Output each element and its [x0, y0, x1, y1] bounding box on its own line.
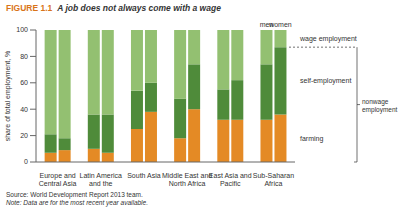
- svg-text:South Asia: South Asia: [127, 172, 161, 179]
- svg-text:100: 100: [16, 26, 28, 33]
- svg-text:women: women: [268, 21, 292, 28]
- svg-text:wage employment: wage employment: [299, 35, 357, 43]
- svg-text:farming: farming: [300, 135, 323, 143]
- svg-text:nonwageemployment: nonwageemployment: [362, 98, 392, 114]
- svg-text:40: 40: [20, 106, 28, 113]
- html-text:Source: World Development Repo: Source: World Development Report 2013 te…: [6, 191, 143, 198]
- svg-text:20: 20: [20, 132, 28, 139]
- svg-text:Sub-SaharanAfrica: Sub-SaharanAfrica: [253, 172, 294, 187]
- svg-text:60: 60: [20, 79, 28, 86]
- svg-text:80: 80: [20, 53, 28, 60]
- svg-text:share of total employment, %: share of total employment, %: [8, 51, 12, 142]
- html-text:Note: Data are for the most re: Note: Data are for the most recent year …: [6, 199, 148, 206]
- svg-text:Middle East andNorth Africa: Middle East andNorth Africa: [162, 172, 212, 187]
- svg-text:0: 0: [24, 158, 28, 165]
- svg-text:self-employment: self-employment: [300, 77, 351, 85]
- svg-text:men: men: [259, 21, 274, 28]
- svg-text:East Asia andPacific: East Asia andPacific: [209, 172, 252, 187]
- html-text:FIGURE 1.1: FIGURE 1.1: [6, 3, 53, 13]
- svg-text:Latin Americaand theCaribbean: Latin Americaand theCaribbean: [80, 172, 123, 188]
- html-text:A job does not always come wit: A job does not always come with a wage: [57, 3, 221, 13]
- svg-text:Europe andCentral Asia: Europe andCentral Asia: [39, 172, 77, 187]
